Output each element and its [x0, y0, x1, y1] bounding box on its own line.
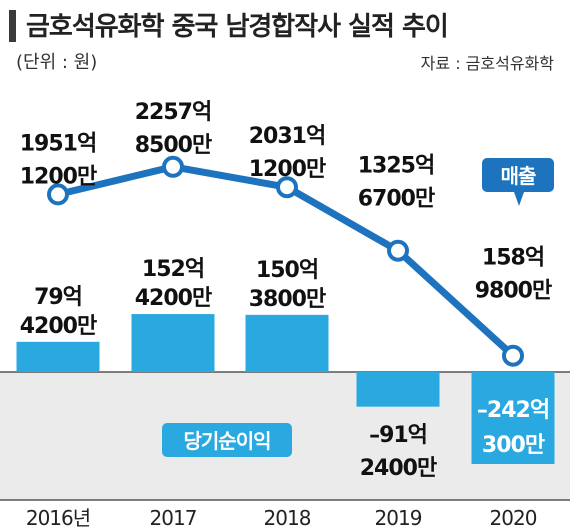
revenue-label: 2031억 — [249, 124, 325, 149]
title-accent-bar — [9, 10, 16, 42]
revenue-label: 6700만 — [358, 187, 435, 212]
source-label: 자료 : 금호석유화학 — [420, 54, 554, 73]
revenue-label: 158억 — [482, 246, 544, 271]
profit-bar — [356, 372, 440, 407]
profit-label: 2400만 — [360, 456, 437, 481]
profit-badge-box — [162, 423, 292, 457]
revenue-label: 8500만 — [135, 133, 212, 158]
profit-bar-labels: 79억 4200만 152억 4200만 150억 3800만 –91억 2400만 –242억… — [20, 257, 550, 481]
revenue-badge-box — [482, 158, 554, 192]
revenue-point — [502, 344, 524, 367]
profit-bars — [16, 314, 555, 464]
revenue-point — [47, 183, 69, 206]
x-tick-labels: 2016년 2017 2018 2019 2020 — [26, 506, 538, 530]
chart-title: 금호석유화학 중국 남경합작사 실적 추이 — [26, 12, 449, 42]
revenue-label: 2257억 — [135, 100, 211, 125]
x-tick-label: 2019 — [375, 506, 422, 530]
revenue-label: 1200만 — [20, 164, 97, 189]
title-bar: 금호석유화학 중국 남경합작사 실적 추이 — [0, 6, 570, 46]
profit-label: 79억 — [34, 285, 82, 310]
x-tick-label: 2020 — [490, 506, 537, 530]
x-tick-label: 2016년 — [26, 506, 90, 530]
revenue-label: 1200만 — [249, 157, 326, 182]
revenue-labels: 1951억 1200만 2257억 8500만 2031억 1200만 1325억 6700만… — [20, 100, 553, 304]
x-tick-label: 2018 — [264, 506, 311, 530]
profit-legend-badge: 당기순이익 — [162, 423, 292, 457]
profit-label: 150억 — [256, 258, 318, 283]
profit-label: –91억 — [369, 423, 427, 448]
profit-label: 300만 — [482, 433, 545, 458]
revenue-legend-badge: 매출 — [482, 158, 554, 206]
revenue-badge-pointer — [514, 192, 524, 206]
profit-label: –242억 — [477, 398, 549, 423]
profit-label: 4200만 — [135, 286, 212, 311]
revenue-label: 1325억 — [358, 154, 434, 179]
profit-badge-label: 당기순이익 — [184, 429, 271, 453]
revenue-point — [387, 239, 409, 262]
revenue-label: 9800만 — [475, 279, 552, 304]
profit-bar — [131, 314, 215, 372]
profit-bar — [16, 341, 100, 372]
profit-bar — [245, 314, 329, 372]
revenue-points — [47, 155, 524, 367]
profit-label: 3800만 — [249, 287, 326, 312]
revenue-point — [162, 155, 184, 178]
profit-bar — [471, 372, 555, 464]
profit-label: 152억 — [142, 257, 204, 282]
revenue-badge-label: 매출 — [501, 164, 536, 188]
revenue-point — [276, 176, 298, 199]
unit-label: (단위 : 원) — [16, 52, 98, 73]
revenue-label: 1951억 — [20, 131, 96, 156]
profit-label: 4200만 — [20, 314, 97, 339]
x-tick-label: 2017 — [150, 506, 197, 530]
